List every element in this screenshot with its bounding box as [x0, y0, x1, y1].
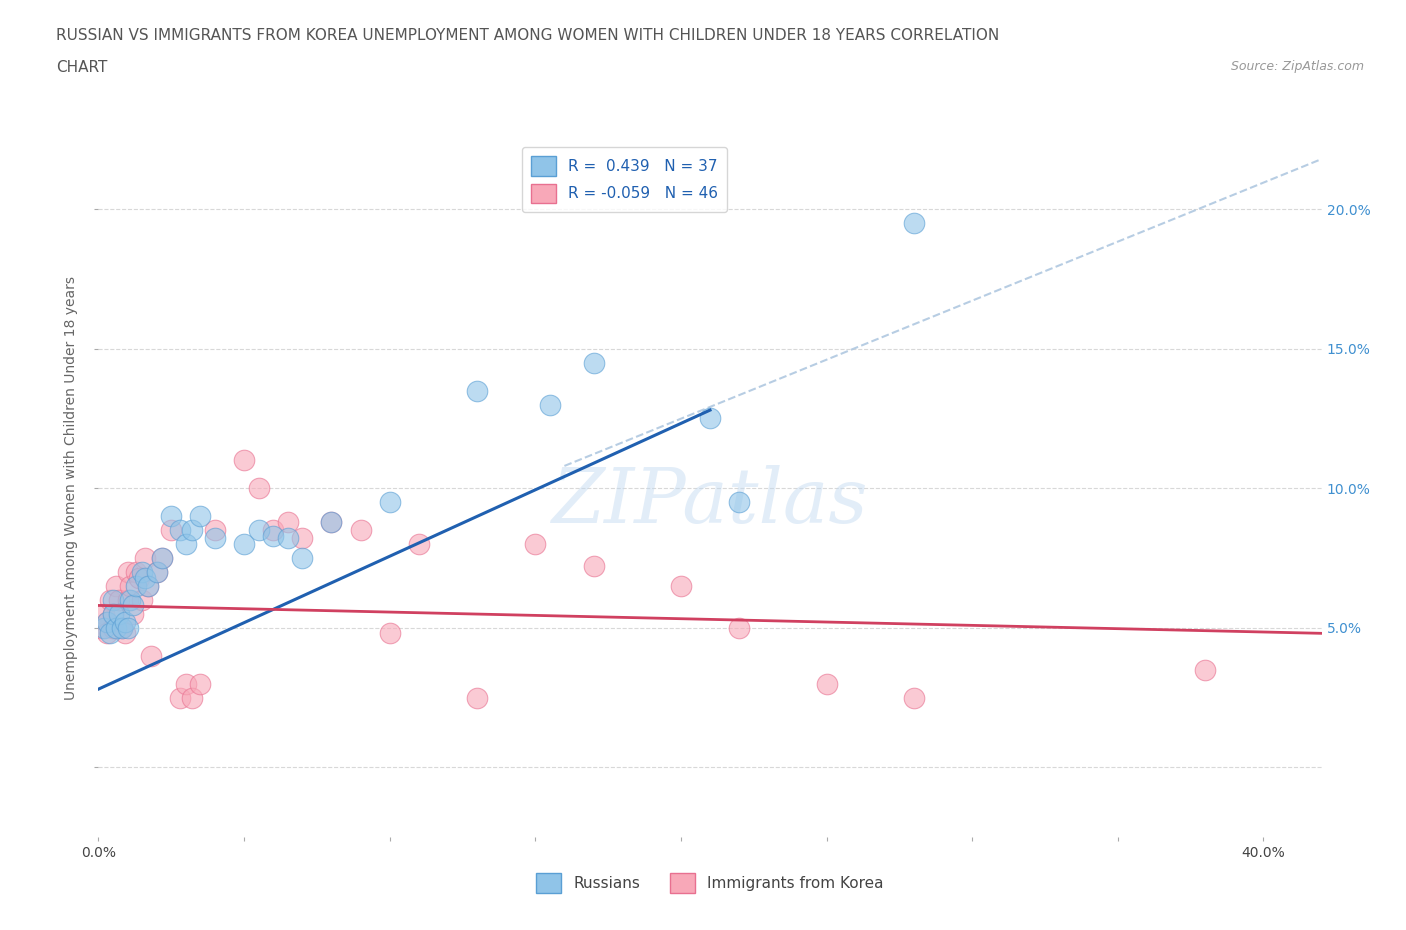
Point	[128, 570, 150, 585]
Point	[108, 606, 131, 621]
Point	[101, 606, 124, 621]
Point	[408, 537, 430, 551]
Point	[277, 531, 299, 546]
Point	[291, 551, 314, 565]
Point	[104, 578, 127, 593]
Point	[699, 411, 721, 426]
Point	[903, 690, 925, 705]
Point	[145, 565, 167, 579]
Point	[120, 592, 142, 607]
Point	[233, 453, 256, 468]
Point	[93, 606, 115, 621]
Point	[321, 514, 343, 529]
Point	[120, 578, 142, 593]
Point	[111, 620, 134, 635]
Point	[96, 626, 118, 641]
Point	[1194, 662, 1216, 677]
Point	[136, 578, 159, 593]
Point	[114, 626, 136, 641]
Y-axis label: Unemployment Among Women with Children Under 18 years: Unemployment Among Women with Children U…	[65, 276, 79, 700]
Point	[117, 592, 139, 607]
Point	[145, 565, 167, 579]
Legend: Russians, Immigrants from Korea: Russians, Immigrants from Korea	[530, 868, 890, 899]
Point	[108, 592, 131, 607]
Point	[524, 537, 547, 551]
Point	[321, 514, 343, 529]
Point	[111, 620, 134, 635]
Point	[114, 615, 136, 630]
Point	[582, 355, 605, 370]
Point	[188, 676, 212, 691]
Point	[378, 495, 401, 510]
Point	[152, 551, 174, 565]
Point	[134, 551, 156, 565]
Point	[204, 523, 226, 538]
Point	[169, 523, 191, 538]
Point	[96, 615, 118, 630]
Point	[188, 509, 212, 524]
Point	[152, 551, 174, 565]
Point	[125, 565, 148, 579]
Point	[728, 495, 751, 510]
Point	[582, 559, 605, 574]
Point	[247, 523, 270, 538]
Point	[262, 528, 284, 543]
Point	[262, 523, 284, 538]
Point	[117, 565, 139, 579]
Point	[174, 676, 197, 691]
Point	[903, 216, 925, 231]
Point	[169, 690, 191, 705]
Point	[125, 578, 148, 593]
Point	[291, 531, 314, 546]
Text: ZIPatlas: ZIPatlas	[551, 465, 869, 539]
Point	[134, 570, 156, 585]
Point	[277, 514, 299, 529]
Point	[349, 523, 371, 538]
Point	[131, 592, 153, 607]
Point	[131, 565, 153, 579]
Point	[136, 578, 159, 593]
Point	[117, 620, 139, 635]
Point	[139, 648, 162, 663]
Point	[247, 481, 270, 496]
Point	[93, 620, 115, 635]
Point	[538, 397, 561, 412]
Text: Source: ZipAtlas.com: Source: ZipAtlas.com	[1230, 60, 1364, 73]
Point	[669, 578, 692, 593]
Point	[815, 676, 838, 691]
Point	[465, 383, 488, 398]
Point	[728, 620, 751, 635]
Point	[180, 690, 202, 705]
Point	[101, 620, 124, 635]
Point	[378, 626, 401, 641]
Text: CHART: CHART	[56, 60, 108, 75]
Point	[160, 509, 183, 524]
Point	[101, 592, 124, 607]
Point	[465, 690, 488, 705]
Point	[122, 606, 145, 621]
Point	[180, 523, 202, 538]
Point	[174, 537, 197, 551]
Point	[90, 620, 112, 635]
Point	[104, 620, 127, 635]
Point	[160, 523, 183, 538]
Point	[98, 626, 121, 641]
Point	[204, 531, 226, 546]
Point	[101, 606, 124, 621]
Point	[98, 592, 121, 607]
Point	[96, 615, 118, 630]
Text: RUSSIAN VS IMMIGRANTS FROM KOREA UNEMPLOYMENT AMONG WOMEN WITH CHILDREN UNDER 18: RUSSIAN VS IMMIGRANTS FROM KOREA UNEMPLO…	[56, 28, 1000, 43]
Point	[233, 537, 256, 551]
Point	[122, 598, 145, 613]
